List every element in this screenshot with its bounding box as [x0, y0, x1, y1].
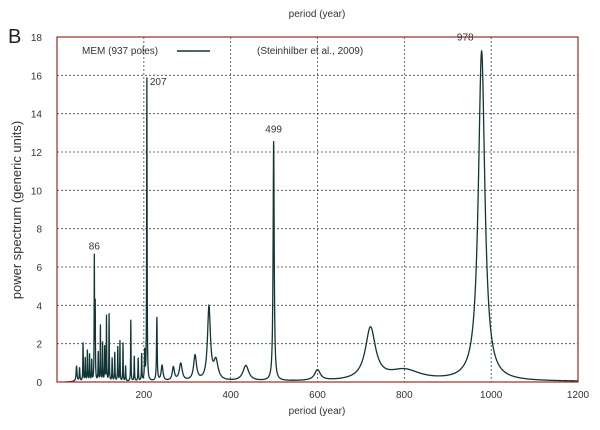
- top-axis-label: period (year): [289, 9, 346, 20]
- legend-note: (Steinhilber et al., 2009): [257, 46, 363, 57]
- peak-annotations: 86 207 499 978: [89, 32, 474, 252]
- y-tick-label: 6: [36, 263, 42, 274]
- tick-labels: 200 400 600 800 1000 1200 0 2 4 6 8 10 12 14 16 18: [31, 33, 590, 401]
- y-tick-label: 8: [36, 225, 42, 236]
- y-tick-label: 4: [36, 301, 42, 312]
- peak-label: 86: [89, 241, 101, 252]
- y-axis-label: power spectrum (generic units): [9, 121, 24, 299]
- y-tick-label: 0: [36, 378, 42, 389]
- peak-label: 978: [457, 32, 474, 43]
- legend-entry: MEM (937 poles): [82, 46, 158, 57]
- peak-label: 499: [265, 124, 282, 135]
- y-tick-label: 2: [36, 340, 42, 351]
- y-tick-label: 10: [31, 186, 43, 197]
- x-tick-label: 1200: [567, 390, 590, 401]
- y-tick-label: 12: [31, 148, 43, 159]
- spectrum-curve: [65, 49, 578, 383]
- x-tick-label: 200: [135, 390, 152, 401]
- y-tick-label: 18: [31, 33, 43, 44]
- y-tick-label: 14: [31, 110, 43, 121]
- peak-label: 207: [150, 77, 167, 88]
- x-axis-label: period (year): [289, 406, 346, 417]
- panel-label: B: [8, 26, 21, 48]
- x-tick-label: 1000: [480, 390, 503, 401]
- x-tick-label: 800: [396, 390, 413, 401]
- x-tick-label: 400: [222, 390, 239, 401]
- x-tick-label: 600: [309, 390, 326, 401]
- grid: [57, 37, 578, 382]
- plot-frame: [56, 36, 579, 383]
- y-tick-label: 16: [31, 71, 43, 82]
